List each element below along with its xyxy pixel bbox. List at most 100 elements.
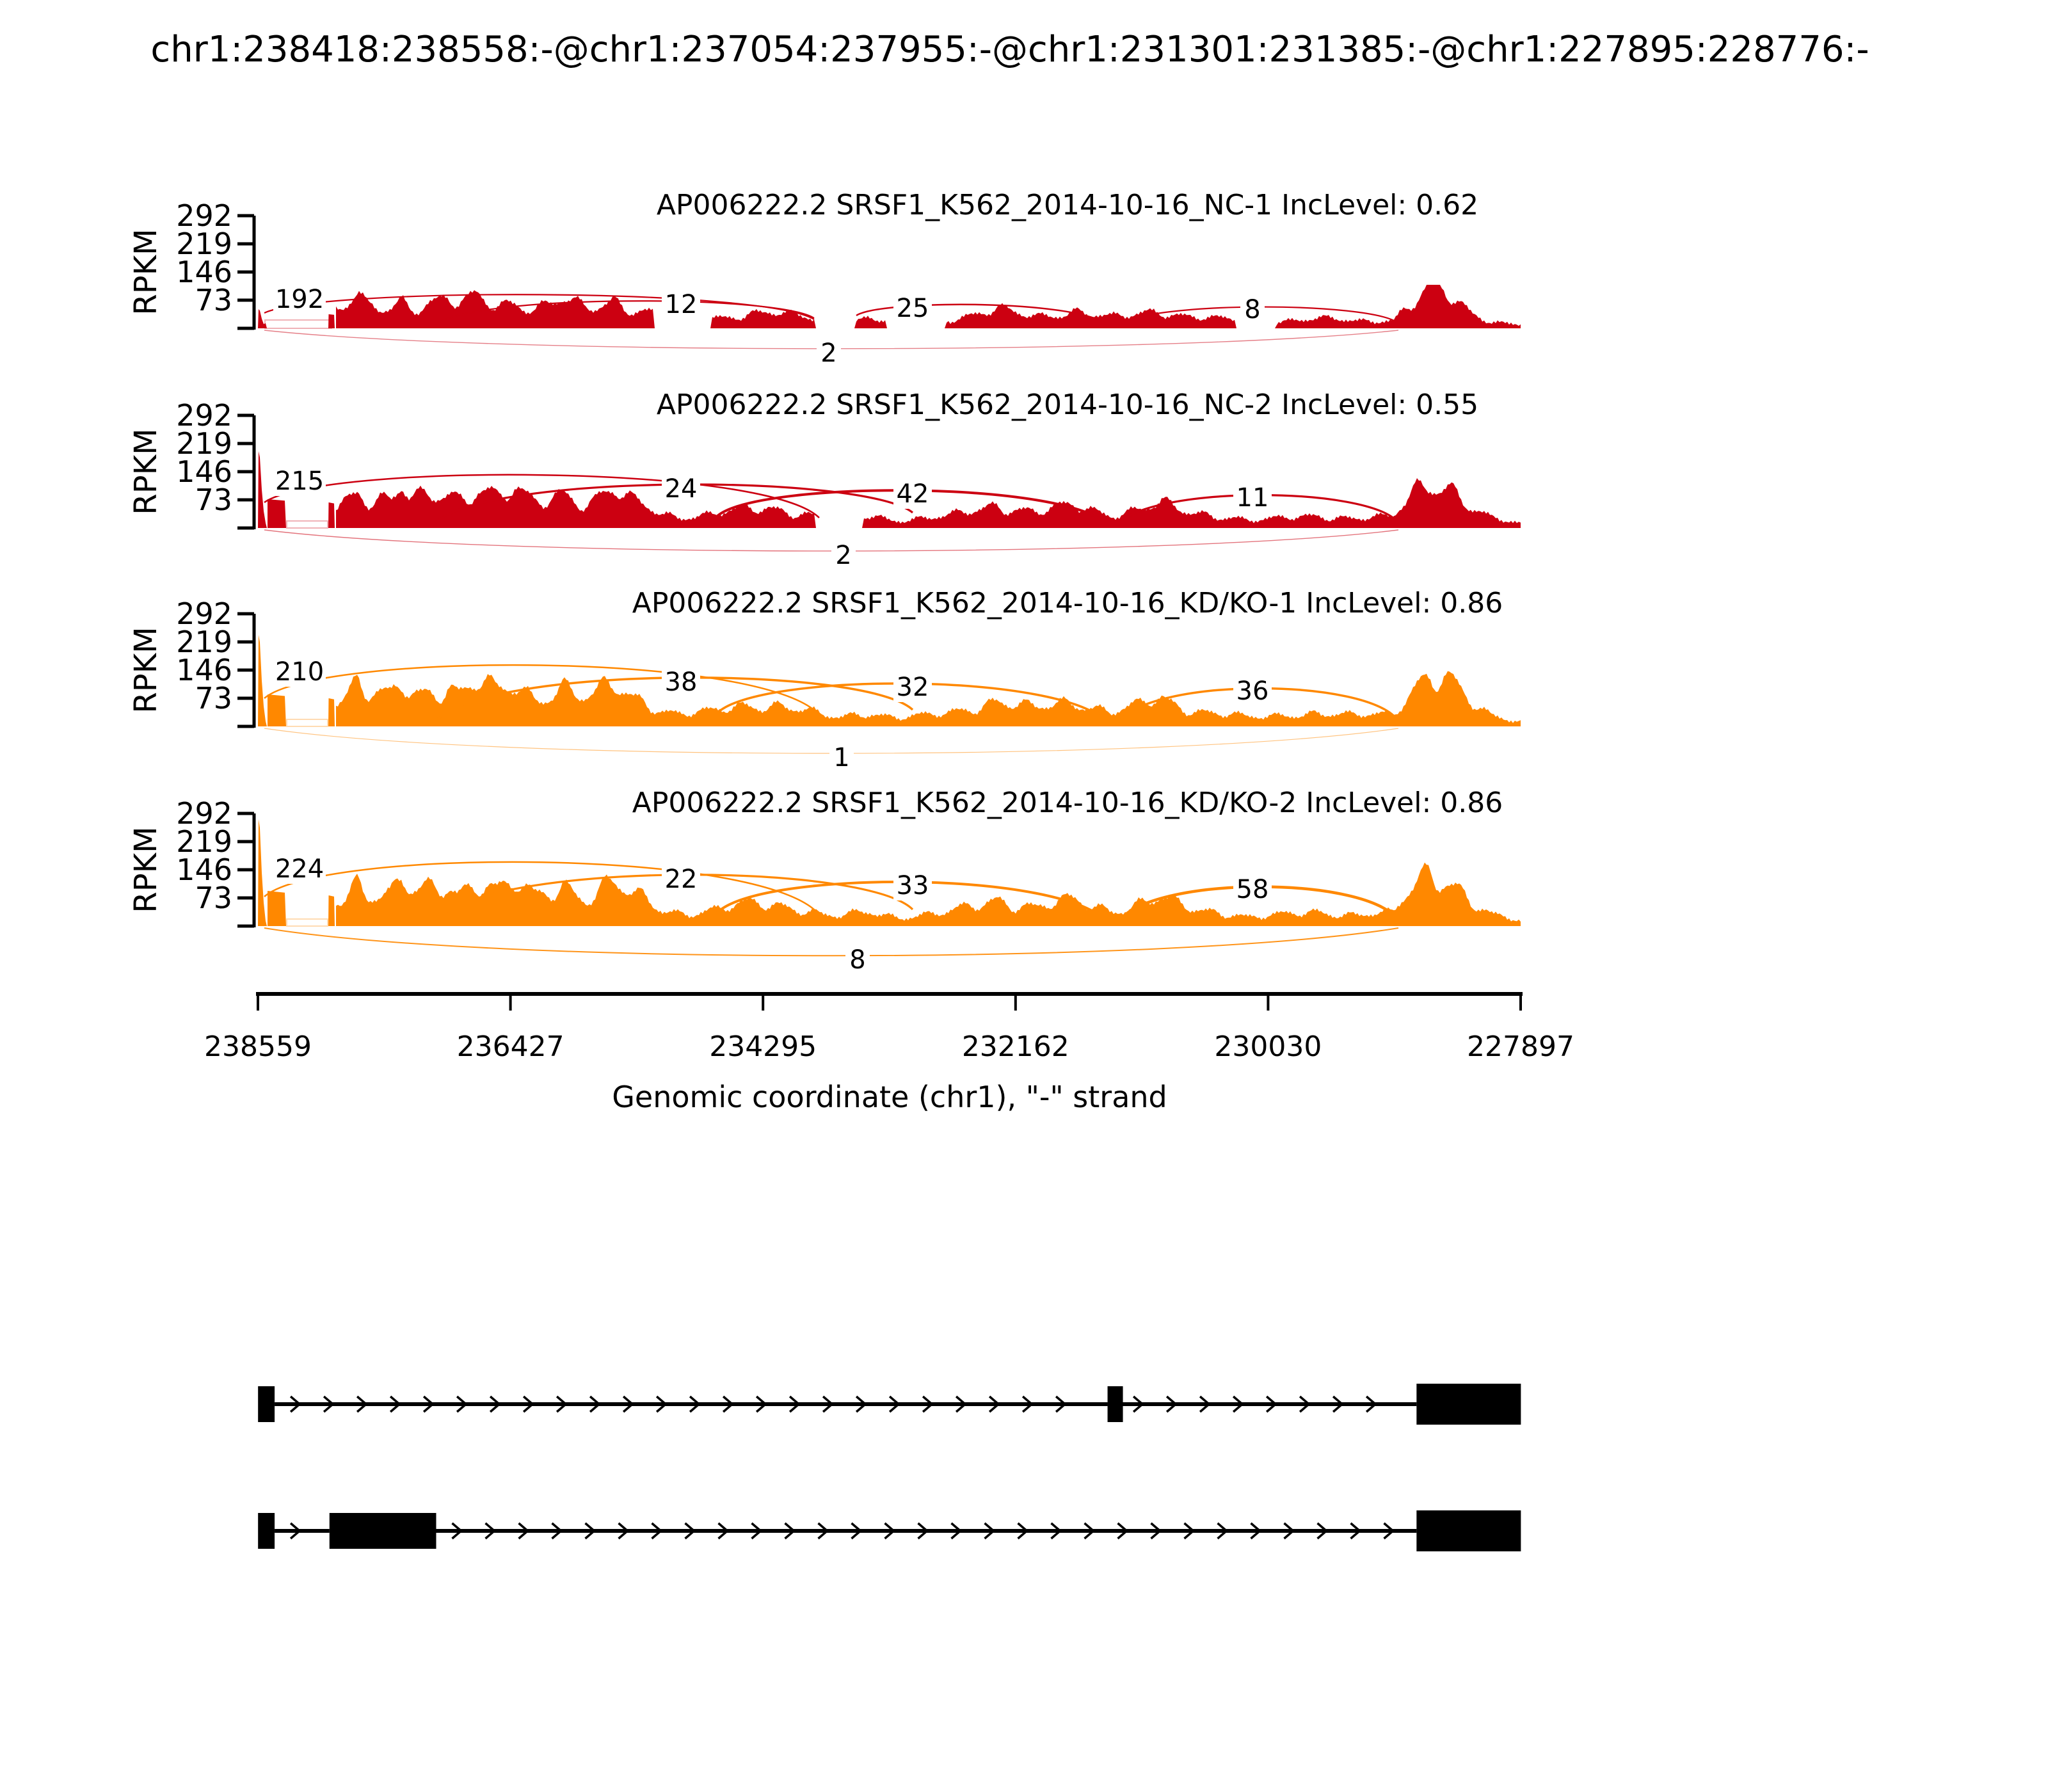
intron-direction-chevron — [855, 1395, 867, 1413]
y-axis-label: RPKM — [128, 428, 164, 515]
intron-direction-chevron — [1283, 1522, 1295, 1540]
junction-arc — [435, 300, 815, 325]
junction-arc — [856, 303, 1108, 326]
coverage-midblock — [328, 895, 335, 926]
intron-direction-chevron — [822, 1395, 834, 1413]
exon-box — [329, 1513, 436, 1549]
x-tick-label: 234295 — [709, 1030, 817, 1063]
intron-direction-chevron — [422, 1395, 435, 1413]
x-axis: Genomic coordinate (chr1), "-" strand 23… — [204, 992, 1574, 1114]
y-tick-label: 292 — [176, 596, 232, 631]
junction-count-label: 11 — [1236, 483, 1269, 513]
intron-direction-chevron — [651, 1522, 663, 1540]
exon-box — [1107, 1386, 1123, 1422]
intron-direction-chevron — [1017, 1522, 1029, 1540]
junction-count-label: 8 — [1244, 295, 1260, 324]
intron-direction-chevron — [484, 1522, 497, 1540]
junction-count-label-skip-bg — [831, 540, 856, 570]
junction-count-label-bg — [662, 473, 700, 504]
intron-direction-chevron — [984, 1522, 996, 1540]
intron-direction-chevron — [1165, 1395, 1178, 1413]
intron-direction-chevron — [1316, 1522, 1329, 1540]
intron-direction-chevron — [356, 1395, 368, 1413]
coverage-midblock — [328, 502, 335, 528]
intron-direction-chevron — [922, 1395, 934, 1413]
y-tick-label: 219 — [176, 426, 232, 461]
junction-count-label: 12 — [665, 290, 698, 319]
intron-direction-chevron — [851, 1522, 863, 1540]
y-tick-label: 73 — [195, 483, 232, 517]
junction-count-label-bg — [273, 465, 326, 496]
intron-direction-chevron — [1383, 1522, 1395, 1540]
junction-count-label-bg — [662, 666, 700, 697]
junction-count-label-bg — [893, 870, 932, 900]
y-tick-label: 219 — [176, 227, 232, 261]
coverage-area — [336, 671, 1521, 726]
junction-arc-skip — [264, 927, 1399, 957]
junction-count-label-skip: 2 — [820, 339, 836, 368]
junction-count-label-bg — [1240, 294, 1265, 324]
y-axis-label: RPKM — [128, 826, 164, 913]
intron-direction-chevron — [1084, 1522, 1096, 1540]
coverage-spike — [258, 819, 267, 926]
intron-direction-chevron — [689, 1395, 701, 1413]
coverage-area — [336, 862, 1521, 926]
junction-count-label-bg — [893, 671, 932, 702]
exon-box — [258, 1386, 275, 1422]
y-tick-label: 73 — [195, 881, 232, 915]
junction-count-label-bg — [1233, 874, 1272, 904]
gene-structure-layer — [258, 1384, 1521, 1551]
junction-count-label: 36 — [1236, 676, 1269, 706]
x-axis-title: Genomic coordinate (chr1), "-" strand — [612, 1080, 1167, 1114]
y-tick-label: 73 — [195, 681, 232, 716]
junction-count-label-skip: 1 — [833, 743, 849, 772]
track-title: AP006222.2 SRSF1_K562_2014-10-16_KD/KO-2… — [632, 787, 1503, 819]
junction-count-label-bg — [273, 853, 326, 884]
isoform-inclusion — [258, 1384, 1521, 1425]
intron-direction-chevron — [717, 1522, 730, 1540]
junction-count-label: 22 — [665, 865, 698, 894]
intron-direction-chevron — [1217, 1522, 1229, 1540]
x-tick-label: 227897 — [1467, 1030, 1574, 1063]
y-tick-label: 146 — [176, 454, 232, 489]
intron-direction-chevron — [1050, 1522, 1062, 1540]
intron-direction-chevron — [1299, 1395, 1311, 1413]
x-tick-label: 230030 — [1214, 1030, 1322, 1063]
intron-direction-chevron — [1199, 1395, 1211, 1413]
junction-count-label-bg — [893, 478, 932, 509]
track-title: AP006222.2 SRSF1_K562_2014-10-16_NC-2 In… — [657, 388, 1478, 421]
intron-direction-chevron — [1365, 1395, 1377, 1413]
coverage-spike — [258, 309, 267, 328]
junction-count-label: 42 — [897, 479, 929, 509]
intron-direction-chevron — [950, 1522, 963, 1540]
junction-count-label: 25 — [897, 294, 929, 323]
y-axis-label: RPKM — [128, 228, 164, 315]
y-tick-label: 292 — [176, 198, 232, 233]
intron-direction-chevron — [518, 1522, 530, 1540]
intron-direction-chevron — [584, 1522, 596, 1540]
intron-direction-chevron — [489, 1395, 501, 1413]
intron-direction-chevron — [784, 1522, 796, 1540]
intron-direction-chevron — [788, 1395, 801, 1413]
intron-direction-chevron — [1350, 1522, 1362, 1540]
coverage-area — [336, 285, 1521, 328]
junction-count-label-bg — [1233, 482, 1272, 513]
junction-count-label-bg — [893, 292, 932, 323]
coverage-block — [268, 694, 286, 726]
intron-direction-chevron — [955, 1395, 967, 1413]
intron-direction-chevron — [1117, 1522, 1129, 1540]
intron-direction-chevron — [751, 1522, 763, 1540]
intron-direction-chevron — [456, 1395, 468, 1413]
junction-count-label-bg — [273, 656, 326, 687]
intron-direction-chevron — [551, 1522, 563, 1540]
low-coverage-box — [286, 719, 328, 727]
intron-direction-chevron — [917, 1522, 929, 1540]
coverage-block — [268, 499, 286, 528]
junction-count-label-bg — [1233, 675, 1272, 706]
x-tick-label: 236427 — [457, 1030, 564, 1063]
